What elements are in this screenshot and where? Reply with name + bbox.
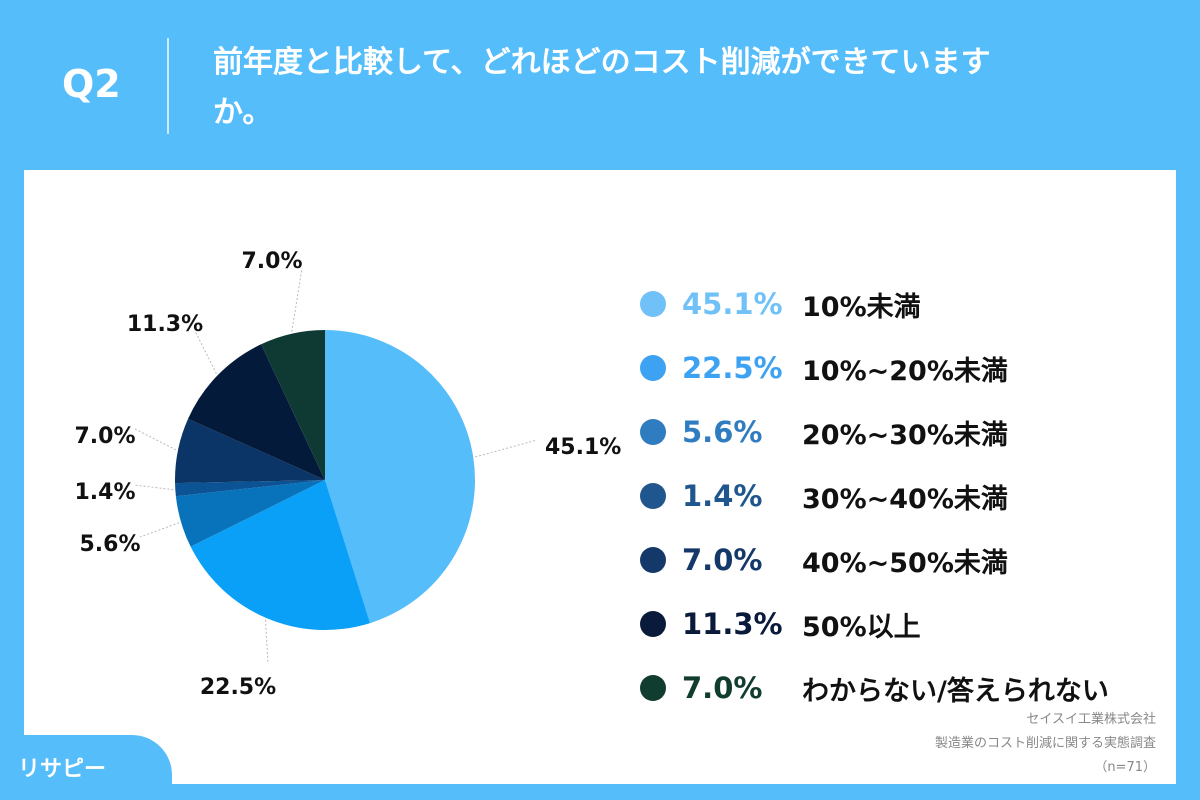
question-title: 前年度と比較して、どれほどのコスト削減ができていますか。 [213,45,991,130]
legend-swatch [640,419,666,445]
legend-item: 7.0% わからない/答えられない [640,656,1109,720]
question-number: Q2 [62,62,121,106]
legend-percent: 7.0% [682,671,763,705]
legend-percent: 5.6% [682,415,763,449]
legend-label: 10%未満 [802,291,921,323]
data-label: 5.6% [79,532,140,557]
legend-label: 20%~30%未満 [802,419,1008,451]
legend-item: 22.5% 10%~20%未満 [640,336,1109,400]
legend-swatch [640,355,666,381]
legend-label: 50%以上 [802,611,921,643]
leader-line [134,484,174,491]
logo: リサピー [0,735,172,800]
legend-item: 7.0% 40%~50%未満 [640,528,1109,592]
legend-swatch [640,291,666,317]
pie-slice [175,418,325,484]
pie-slice [190,480,371,631]
source-survey: 製造業のコスト削減に関する実態調査 [934,736,1156,751]
logo-text: リサピー [18,757,107,782]
legend-label: 30%~40%未満 [802,483,1008,515]
legend-percent: 7.0% [682,543,763,577]
data-label: 1.4% [74,480,135,505]
legend-item: 5.6% 20%~30%未満 [640,400,1109,464]
data-label: 22.5% [200,675,276,700]
leader-line [139,522,180,538]
pie-slice [325,330,476,624]
source-note: セイスイ工業株式会社 製造業のコスト削減に関する実態調査 （n=71） [935,708,1156,780]
pie-slice [175,480,325,497]
data-label: 7.0% [241,249,302,274]
leader-line [291,267,303,332]
leader-line [264,619,269,665]
legend-percent: 1.4% [682,479,763,513]
data-label: 45.1% [545,435,621,460]
data-label: 11.3% [127,312,203,337]
legend: 45.1% 10%未満 22.5% 10%~20%未満 5.6% 20%~30%未満 1.4… [640,272,1109,720]
leader-line [194,330,217,374]
legend-swatch [640,547,666,573]
legend-percent: 22.5% [682,351,783,385]
legend-item: 45.1% 10%未満 [640,272,1109,336]
legend-swatch [640,611,666,637]
legend-label: 40%~50%未満 [802,547,1008,579]
pie-slice [261,330,325,480]
legend-item: 1.4% 30%~40%未満 [640,464,1109,528]
data-label: 7.0% [74,424,135,449]
pie-slice [188,344,325,480]
legend-percent: 45.1% [682,287,783,321]
legend-label: 10%~20%未満 [802,355,1008,387]
leader-line [475,439,538,458]
legend-swatch [640,675,666,701]
legend-swatch [640,483,666,509]
source-company: セイスイ工業株式会社 [1026,712,1156,727]
pie-slice [175,480,325,547]
header-divider [167,38,169,134]
leader-line [134,428,177,451]
source-sample: （n=71） [1094,760,1156,775]
legend-percent: 11.3% [682,607,783,641]
legend-item: 11.3% 50%以上 [640,592,1109,656]
legend-label: わからない/答えられない [802,675,1109,707]
